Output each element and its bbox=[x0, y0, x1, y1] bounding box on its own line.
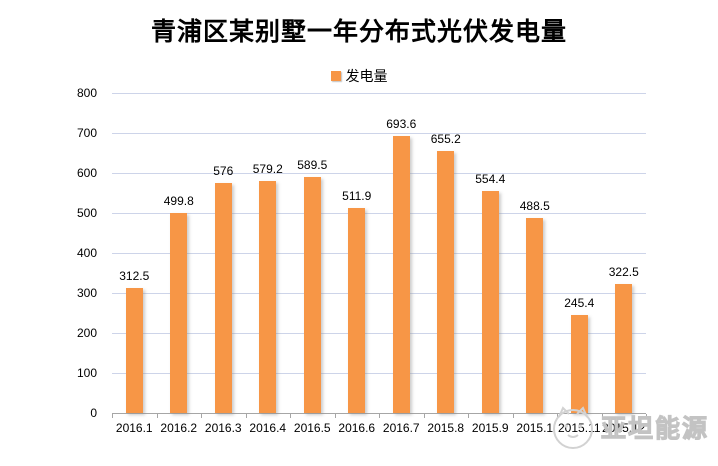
gridline bbox=[112, 293, 646, 294]
y-tick-label: 500 bbox=[76, 206, 97, 220]
bar bbox=[303, 177, 321, 413]
bar bbox=[259, 181, 277, 413]
bar bbox=[214, 182, 232, 413]
x-tick-label: 2015.12 bbox=[602, 421, 646, 435]
bar-value-label: 312.5 bbox=[119, 269, 150, 283]
axis-tick bbox=[512, 414, 514, 418]
plot-area: 312.5 499.8 576 579.2 589.5 511.9 693.6 655.2 55… bbox=[112, 93, 646, 414]
axis-tick bbox=[112, 414, 113, 418]
y-tick-label: 0 bbox=[90, 406, 97, 420]
y-tick-label: 600 bbox=[76, 166, 97, 180]
x-axis-labels: 2016.1 2016.2 2016.3 2016.4 2016.5 2016.6 2016… bbox=[112, 421, 646, 437]
gridline bbox=[112, 133, 646, 134]
x-tick-label: 2016.3 bbox=[204, 421, 242, 435]
axis-tick bbox=[290, 414, 291, 418]
axis-tick bbox=[156, 414, 158, 418]
bar bbox=[348, 208, 366, 413]
bar-value-label: 589.5 bbox=[297, 158, 328, 173]
gridline bbox=[112, 253, 646, 254]
bar-value-label: 579.2 bbox=[252, 162, 283, 177]
legend-swatch-icon bbox=[330, 71, 341, 81]
y-tick-label: 100 bbox=[76, 366, 97, 380]
bar-value-label: 511.9 bbox=[342, 189, 372, 204]
legend-label: 发电量 bbox=[345, 68, 388, 84]
y-tick-label: 700 bbox=[76, 126, 97, 140]
y-axis-labels: 0 100 200 300 400 500 600 700 800 bbox=[0, 86, 97, 420]
axis-tick bbox=[601, 414, 603, 418]
bar bbox=[125, 288, 143, 413]
bar bbox=[526, 217, 544, 413]
bar bbox=[615, 284, 633, 413]
x-tick-label: 2015.9 bbox=[471, 421, 509, 435]
bar-value-label: 488.5 bbox=[519, 198, 550, 213]
x-tick-label: 2016.7 bbox=[382, 421, 420, 435]
x-axis-ticks bbox=[112, 414, 647, 418]
bar-value-label: 499.8 bbox=[163, 194, 194, 209]
x-tick-label: 2016.5 bbox=[293, 421, 331, 435]
axis-tick bbox=[379, 414, 380, 418]
x-tick-label: 2016.6 bbox=[338, 421, 376, 435]
bar bbox=[437, 150, 455, 413]
bar bbox=[570, 314, 588, 413]
x-tick-label: 2016.4 bbox=[249, 421, 287, 435]
gridline bbox=[112, 93, 646, 94]
legend: 发电量 bbox=[0, 68, 718, 84]
bar-value-label: 322.5 bbox=[608, 265, 639, 279]
axis-tick bbox=[557, 414, 558, 418]
x-tick-label: 2015.8 bbox=[427, 421, 465, 435]
axis-tick bbox=[201, 414, 202, 418]
bar-value-label: 554.4 bbox=[475, 172, 506, 187]
y-tick-label: 300 bbox=[76, 286, 97, 300]
bar-value-label: 245.4 bbox=[564, 295, 595, 310]
x-tick-label: 2015.1 bbox=[516, 421, 554, 435]
x-tick-label: 2016.2 bbox=[160, 421, 198, 435]
axis-tick bbox=[334, 414, 336, 418]
axis-tick bbox=[646, 414, 647, 418]
bar-value-label: 693.6 bbox=[386, 116, 417, 131]
gridline bbox=[112, 213, 646, 214]
chart-title: 青浦区某别墅一年分布式光伏发电量 bbox=[150, 18, 567, 46]
gridline bbox=[112, 173, 646, 174]
bar-value-label: 655.2 bbox=[430, 131, 461, 146]
gridline bbox=[112, 373, 646, 374]
y-tick-label: 400 bbox=[76, 246, 97, 260]
axis-tick bbox=[245, 414, 247, 418]
bar bbox=[481, 191, 499, 413]
axis-tick bbox=[423, 414, 425, 418]
gridline bbox=[112, 333, 646, 334]
x-tick-label: 2016.1 bbox=[115, 421, 153, 435]
bar-value-label: 576 bbox=[213, 163, 234, 178]
y-tick-label: 800 bbox=[76, 86, 97, 100]
bar bbox=[392, 135, 410, 413]
y-tick-label: 200 bbox=[76, 326, 97, 340]
bar bbox=[170, 213, 188, 413]
axis-tick bbox=[468, 414, 469, 418]
